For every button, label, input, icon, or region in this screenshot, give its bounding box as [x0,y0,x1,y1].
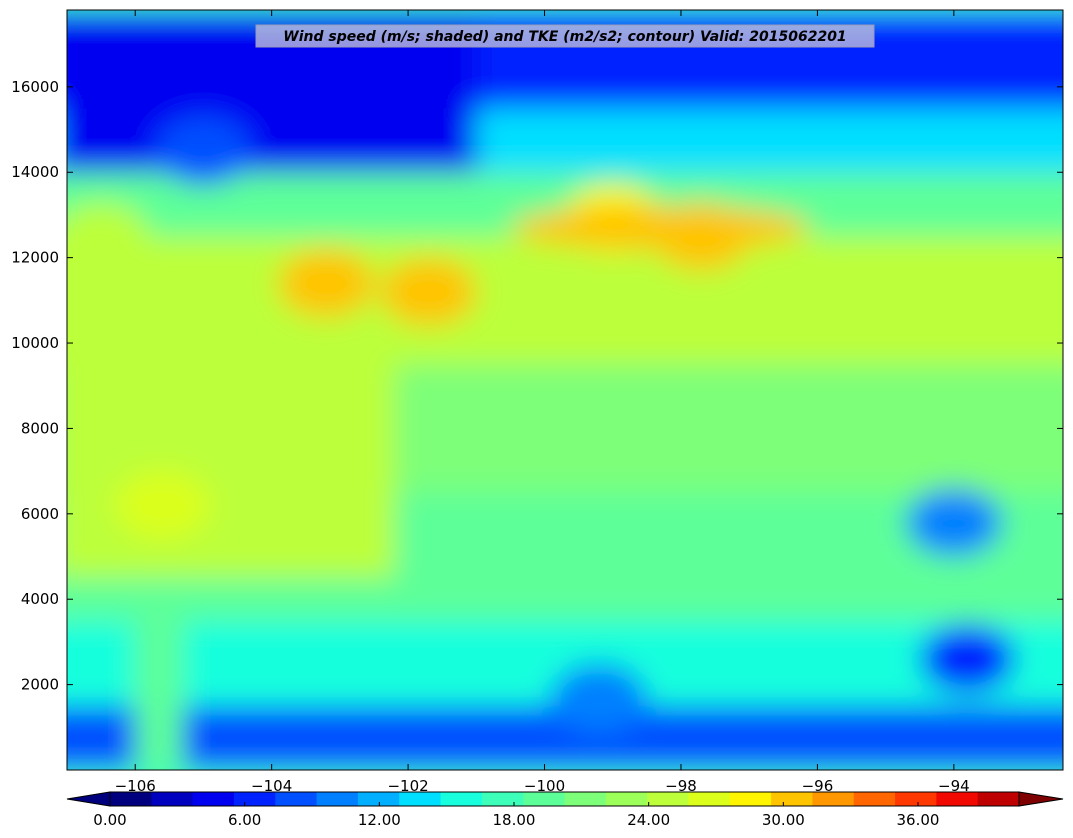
colorbar-tick-label: 30.00 [762,811,805,829]
chart-title-box [255,24,875,48]
y-tick-label: 14000 [11,163,59,181]
y-tick-label: 16000 [11,78,59,96]
y-tick-label: 2000 [21,676,59,694]
colorbar-segment [688,792,731,806]
colorbar-segment [110,792,152,806]
colorbar-segment [812,792,855,806]
colorbar-segment [192,792,235,806]
x-tick-label: −98 [665,777,697,795]
colorbar-segment [977,792,1020,806]
colorbar-segment [151,792,194,806]
colorbar-segment [440,792,483,806]
colorbar-segment [275,792,318,806]
plot-frame [66,9,1064,771]
colorbar-segment [729,792,772,806]
field-feature [278,249,375,318]
x-axis: −106 −104 −102 −100 −98 −96 −94 [115,10,970,795]
y-axis: 2000 4000 6000 8000 10000 12000 14000 16000 [11,78,1063,694]
x-tick-label: −96 [802,777,834,795]
colorbar-segment [233,792,276,806]
field-feature [114,471,211,540]
y-tick-label: 12000 [11,249,59,267]
colorbar-segment [523,792,565,806]
colorbar-over-arrow [1018,791,1064,807]
colorbar-tick-label: 6.00 [228,811,261,829]
field-feature [551,663,648,732]
colorbar-tick-label: 36.00 [897,811,940,829]
wind-speed-field [67,10,1063,770]
colorbar-tick-label: 18.00 [493,811,536,829]
y-tick-label: 10000 [11,334,59,352]
colorbar-segment [936,792,979,806]
plot-area [67,10,1063,770]
colorbar-segment [605,792,648,806]
field-band [67,705,1063,770]
colorbar: 0.00 6.00 12.00 18.00 24.00 30.00 36.00 [66,791,1064,829]
field-feature [155,116,252,185]
x-tick-label: −94 [938,777,970,795]
colorbar-tick-label: 0.00 [93,811,126,829]
field-feature [905,488,1002,557]
x-tick-label: −104 [251,777,292,795]
colorbar-segment [357,792,400,806]
x-tick-label: −106 [115,777,156,795]
x-tick-label: −100 [524,777,565,795]
colorbar-segment [647,792,689,806]
y-tick-label: 8000 [21,419,59,437]
colorbar-segment [316,792,359,806]
colorbar-tick-label: 24.00 [627,811,670,829]
field-feature [67,202,150,271]
y-tick-label: 6000 [21,505,59,523]
colorbar-tick-label: 12.00 [358,811,401,829]
colorbar-segment [895,792,937,806]
colorbar-segment [399,792,442,806]
colorbar-segment [771,792,813,806]
colorbar-under-arrow [66,791,111,807]
chart-title: Wind speed (m/s; shaded) and TKE (m2/s2;… [283,29,846,45]
colorbar-frame [109,791,1020,807]
field-feature [919,624,1016,693]
colorbar-segment [853,792,896,806]
field-feature [380,257,477,326]
colorbar-segment [564,792,607,806]
colorbar-segment [481,792,524,806]
x-tick-label: −102 [387,777,428,795]
y-tick-label: 4000 [21,590,59,608]
